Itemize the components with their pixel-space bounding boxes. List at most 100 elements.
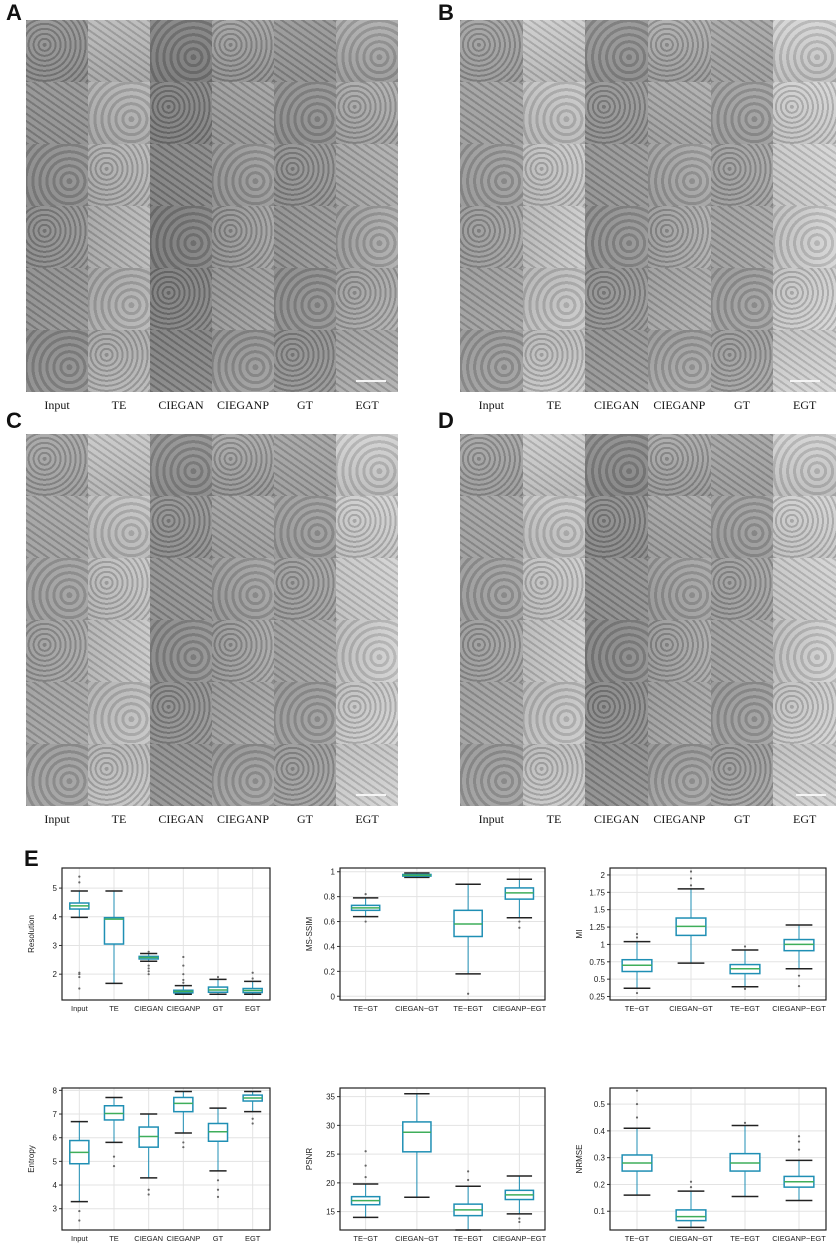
box-cieganp-egt bbox=[783, 924, 815, 988]
panel-label-a: A bbox=[6, 0, 22, 25]
column-label: Input bbox=[478, 812, 504, 826]
image-tile bbox=[26, 144, 88, 206]
y-tick-label: 0.1 bbox=[594, 1207, 606, 1216]
box-iqr bbox=[402, 1121, 432, 1153]
box-cieganp bbox=[173, 955, 194, 996]
y-tick-label: 15 bbox=[326, 1208, 335, 1217]
box-te bbox=[103, 890, 125, 985]
outlier-point bbox=[743, 1121, 747, 1124]
outlier-point bbox=[182, 981, 185, 984]
plot-frame bbox=[61, 1087, 271, 1231]
y-tick-label: 35 bbox=[326, 1093, 335, 1102]
x-tick-label: TE~EGT bbox=[453, 1004, 483, 1013]
image-tile bbox=[336, 82, 398, 144]
image-tile bbox=[26, 206, 88, 268]
box-te-gt bbox=[350, 893, 381, 923]
column-label: CIEGAN bbox=[593, 812, 640, 826]
image-tile bbox=[150, 434, 212, 496]
image-tile bbox=[26, 330, 88, 392]
outlier-point bbox=[251, 971, 254, 974]
image-tile bbox=[522, 496, 586, 558]
y-tick-label: 20 bbox=[326, 1179, 335, 1188]
y-tick-label: 4 bbox=[53, 1181, 58, 1190]
image-tile bbox=[150, 206, 212, 268]
box-iqr bbox=[103, 916, 125, 945]
boxplot-resolution: 2 3 4 5 Input TE CIEGAN CIEGANP GT EGT Resolution bbox=[27, 867, 271, 1013]
image-tile bbox=[585, 20, 648, 82]
image-tile bbox=[336, 496, 398, 558]
image-tile bbox=[336, 330, 398, 392]
image-tile bbox=[212, 682, 274, 744]
image-tile bbox=[212, 20, 274, 82]
image-tile bbox=[274, 82, 336, 144]
outlier-point bbox=[689, 884, 693, 887]
image-tile bbox=[274, 330, 336, 392]
scale-bar-a bbox=[356, 380, 386, 382]
outlier-point bbox=[147, 967, 150, 970]
image-tile bbox=[212, 82, 274, 144]
x-tick-label: CIEGANP~EGT bbox=[493, 1004, 547, 1013]
image-tile bbox=[648, 144, 711, 206]
outlier-point bbox=[689, 877, 693, 880]
image-tile bbox=[710, 496, 774, 558]
outlier-point bbox=[112, 1155, 116, 1158]
image-tile bbox=[773, 558, 836, 620]
image-tile bbox=[212, 144, 274, 206]
x-tick-label: CIEGANP bbox=[166, 1234, 200, 1243]
x-tick-label: EGT bbox=[245, 1004, 261, 1013]
image-tile bbox=[460, 558, 523, 620]
image-tile bbox=[88, 82, 150, 144]
box-te-gt bbox=[621, 932, 653, 995]
image-tile bbox=[274, 558, 336, 620]
image-tile bbox=[150, 682, 212, 744]
outlier-point bbox=[78, 1219, 81, 1222]
column-label: CIEGANP bbox=[216, 398, 269, 412]
column-label: EGT bbox=[792, 398, 817, 412]
x-tick-label: TE~EGT bbox=[730, 1234, 760, 1243]
y-tick-label: 1.5 bbox=[594, 906, 606, 915]
boxplot-mi: 0.25 0.5 0.75 1 1.25 1.5 1.75 2 TE~GT CIEGAN~GT TE… bbox=[575, 867, 827, 1013]
box-gt bbox=[207, 975, 229, 996]
image-tile bbox=[460, 268, 523, 330]
outlier-point bbox=[518, 1220, 521, 1224]
y-tick-label: 0.8 bbox=[324, 893, 336, 902]
outlier-point bbox=[797, 974, 801, 977]
outlier-point bbox=[364, 1176, 367, 1179]
box-te-egt bbox=[453, 1170, 483, 1231]
y-tick-label: 1.75 bbox=[589, 888, 605, 897]
image-tile bbox=[773, 144, 836, 206]
image-tile bbox=[460, 744, 523, 806]
box-iqr bbox=[173, 1096, 194, 1113]
column-label: CIEGAN bbox=[593, 398, 640, 412]
box-gt bbox=[207, 1107, 229, 1198]
outlier-point bbox=[364, 893, 367, 896]
x-tick-label: CIEGAN~GT bbox=[669, 1004, 713, 1013]
column-label: EGT bbox=[792, 812, 817, 826]
box-ciegan-gt bbox=[402, 872, 432, 879]
image-tile bbox=[88, 20, 150, 82]
image-tile bbox=[88, 268, 150, 330]
image-tile bbox=[150, 82, 212, 144]
image-tile bbox=[460, 496, 523, 558]
image-tile bbox=[773, 268, 836, 330]
image-tile bbox=[522, 558, 586, 620]
x-tick-label: GT bbox=[213, 1004, 224, 1013]
column-label: Input bbox=[478, 398, 504, 412]
outlier-point bbox=[364, 1150, 367, 1153]
outlier-point bbox=[78, 1209, 81, 1213]
image-tile bbox=[88, 558, 150, 620]
image-tile bbox=[336, 620, 398, 682]
column-label: EGT bbox=[355, 398, 379, 412]
image-tile bbox=[336, 744, 398, 806]
microscopy-grid-d bbox=[460, 434, 836, 806]
image-tile bbox=[212, 268, 274, 330]
image-tile bbox=[336, 434, 398, 496]
image-tile bbox=[88, 682, 150, 744]
column-label: TE bbox=[546, 812, 562, 826]
image-tile bbox=[522, 144, 586, 206]
image-tile bbox=[773, 496, 836, 558]
box-input bbox=[69, 875, 90, 990]
outlier-point bbox=[797, 1148, 801, 1151]
image-tile bbox=[585, 144, 648, 206]
outlier-point bbox=[182, 978, 185, 982]
